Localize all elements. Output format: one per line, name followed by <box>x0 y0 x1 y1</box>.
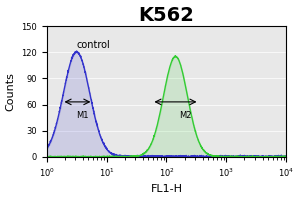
Text: M2: M2 <box>179 111 191 120</box>
Text: control: control <box>76 40 110 50</box>
Title: K562: K562 <box>139 6 194 25</box>
Text: M1: M1 <box>76 111 88 120</box>
Y-axis label: Counts: Counts <box>6 72 16 111</box>
X-axis label: FL1-H: FL1-H <box>151 184 182 194</box>
